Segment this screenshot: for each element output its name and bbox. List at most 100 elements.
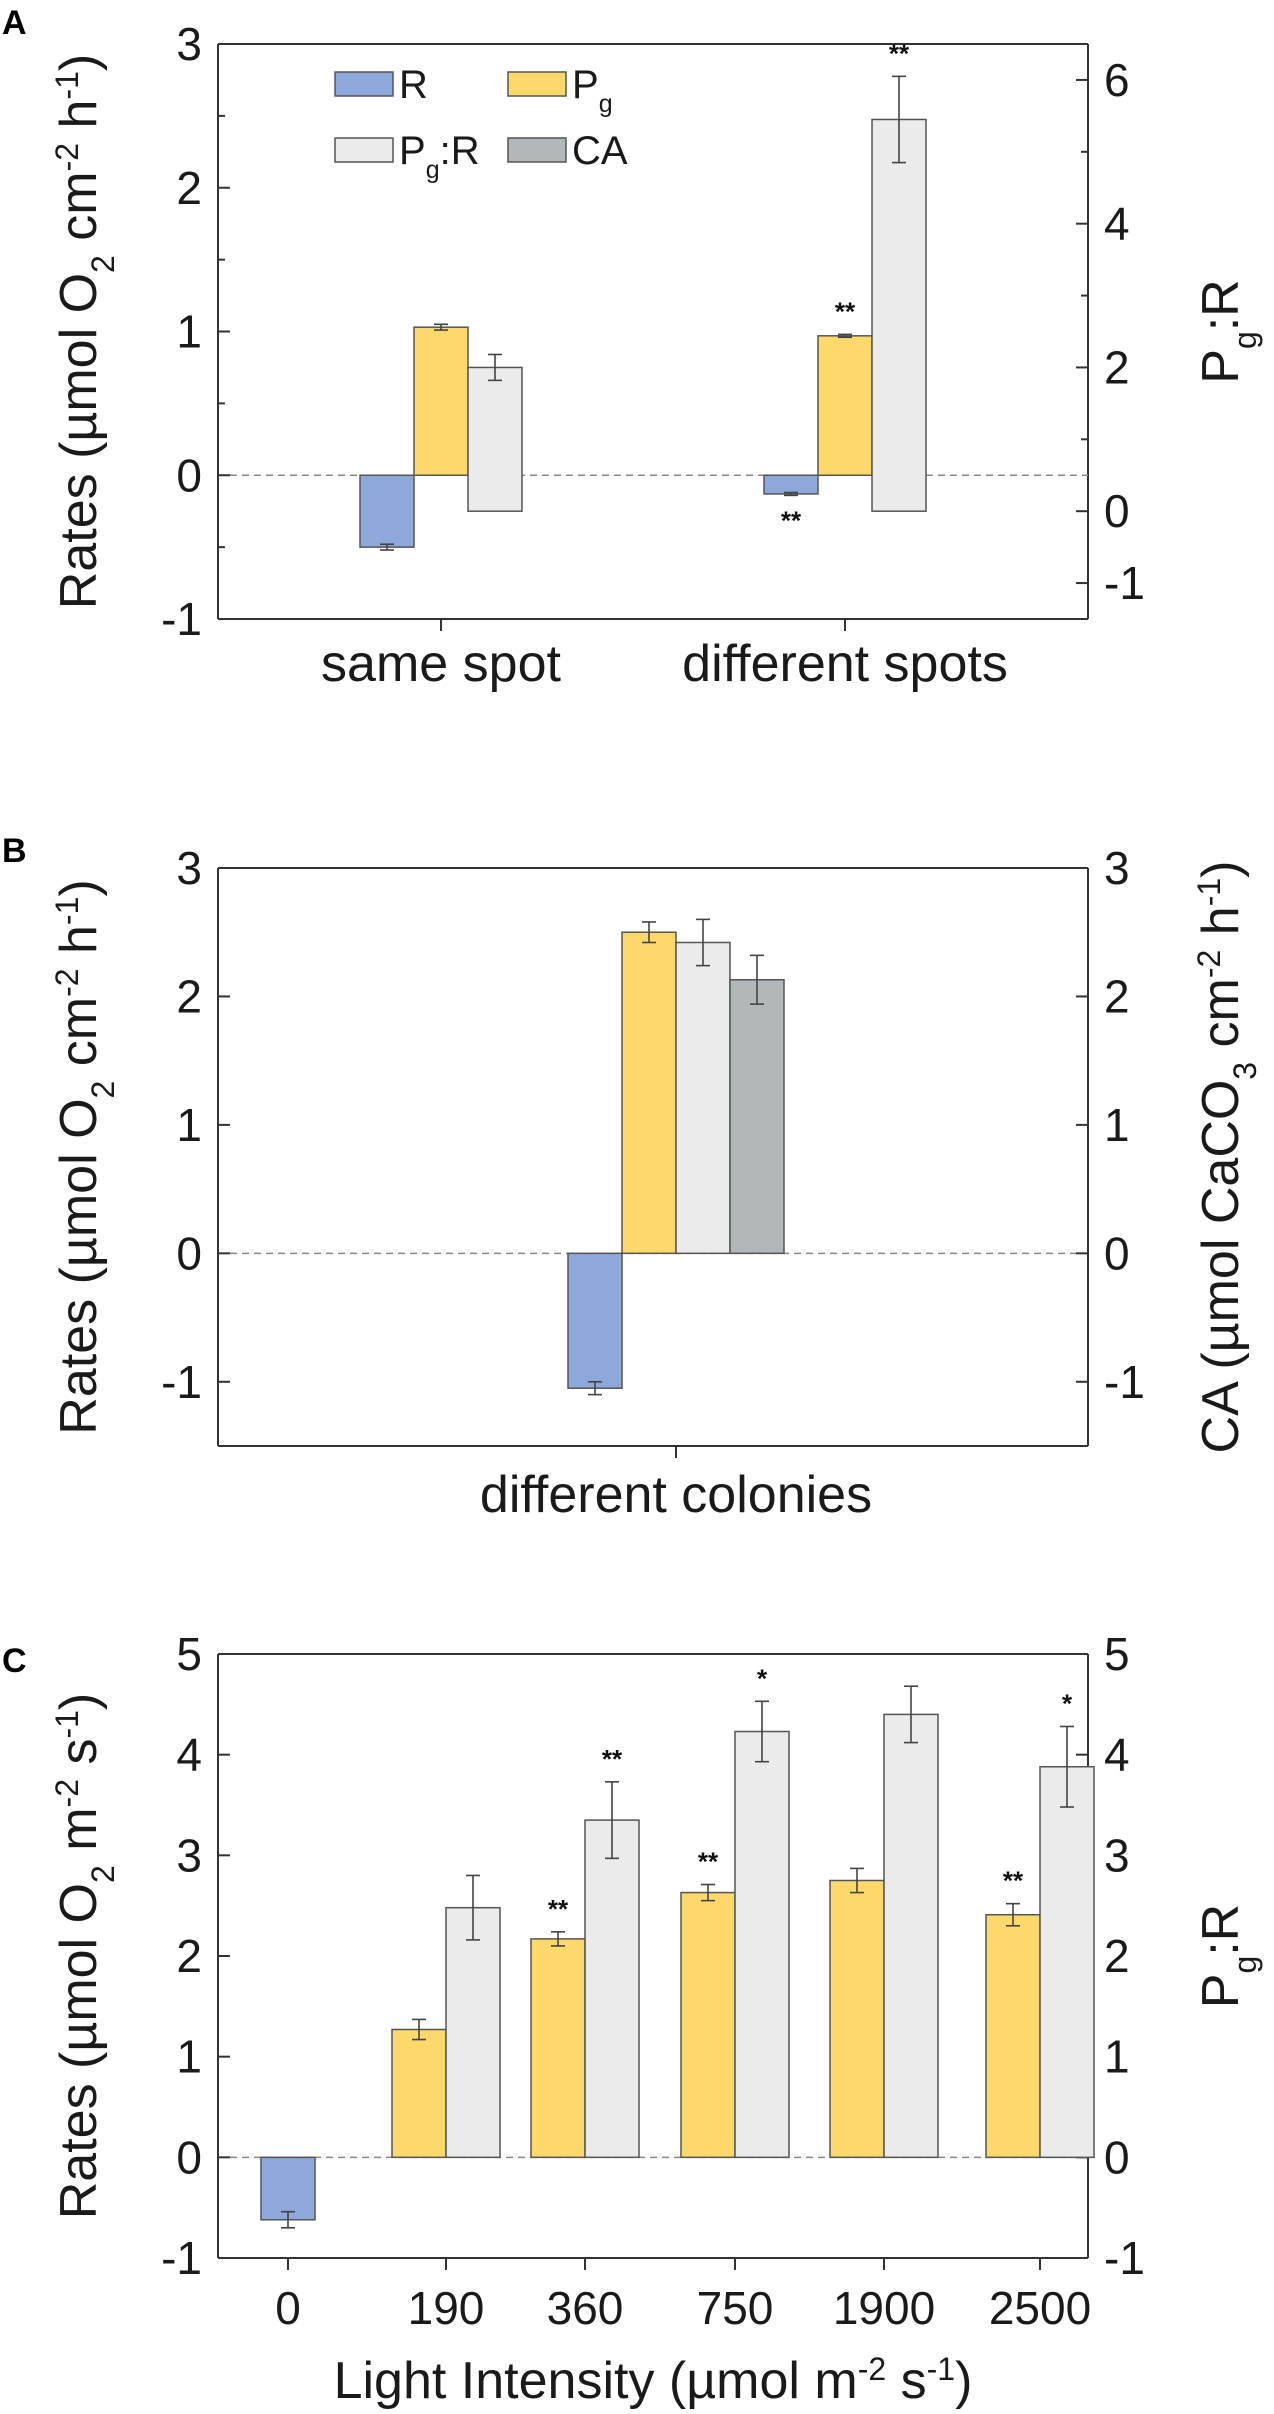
bar-pgr [883,1713,939,2159]
bar-r [763,474,819,495]
significance-label: ** [602,1744,623,1774]
bar-pg [621,931,677,1255]
y2-tick-label: -1 [1104,1356,1145,1408]
legend-label-ca: CA [572,129,628,173]
x-tick-label: different colonies [480,1466,872,1524]
legend-label-pg: Pg [572,63,613,118]
y-tick-label: 1 [176,2031,202,2083]
y-axis-title-part: ) [50,54,108,71]
legend-label-pgr-part: g [426,156,440,184]
panel-letter: C [2,1642,27,1680]
y-axis-title-part: -2 [49,968,85,996]
y2-axis-title: Pg:R [1192,1904,1263,2008]
y2-tick-label: 2 [1104,970,1130,1022]
bar-r [260,2156,316,2221]
y-tick-label: -1 [161,2232,202,2284]
legend-label-ca-part: CA [572,129,628,173]
legend-label-pgr-part: P [399,129,426,173]
y2-tick-label: -1 [1104,2232,1145,2284]
legend-swatch-ca [507,137,567,163]
y-axis-title-part: m [50,1807,108,1865]
y-tick-label: 5 [176,1628,202,1680]
legend-swatch-pg [507,71,567,97]
bar-pgr [584,1819,640,2159]
y-tick-label: 2 [176,162,202,214]
significance-label: * [757,1663,768,1693]
y-axis-title-part: cm [50,171,108,255]
y2-axis-title-part: h [1192,906,1250,949]
bar-pg [817,335,873,476]
y2-axis-title-part: -1 [1191,878,1227,906]
y2-tick-label: 2 [1104,1930,1130,1982]
bar-pg [413,326,469,476]
y-axis-title-part: ) [50,1693,108,1710]
bar-r [359,474,415,548]
y2-tick-label: 5 [1104,1628,1130,1680]
bar-pg [530,1938,586,2159]
y-axis-title-part: Rates (µmol O [50,1098,108,1434]
bar-pg [829,1879,885,2159]
y2-tick-label: -1 [1104,557,1145,609]
y-tick-label: -1 [161,593,202,645]
y-tick-label: 4 [176,1729,202,1781]
legend-swatch-pgr [334,137,394,163]
x-tick-label: 2500 [989,2282,1091,2334]
y-tick-label: 0 [176,1227,202,1279]
y2-tick-label: 3 [1104,842,1130,894]
y-tick-label: 0 [176,2131,202,2183]
legend-label-r-part: R [399,63,428,107]
bar-pgr [734,1730,790,2159]
x-tick-label: 750 [697,2282,774,2334]
bar-pg [680,1891,736,2159]
y2-axis-title-part: :R [1192,1904,1250,1956]
x-tick-label: 0 [275,2282,301,2334]
x-axis-title-part: Light Intensity (µmol m [334,2352,858,2410]
y2-axis-title: Pg:R [1192,279,1263,383]
y-axis-title-part: -2 [49,143,85,171]
bar-pgr [675,941,731,1255]
bar-pgr [445,1906,501,2159]
bar-ca [729,978,785,1255]
legend-label-r: R [399,63,428,107]
y-axis-title: Rates (µmol O2 cm-2 h-1) [49,54,121,609]
legend-swatch-r [334,71,394,97]
y-axis-title-part: cm [50,997,108,1081]
significance-label: ** [548,1894,569,1924]
y-axis-title-part: -1 [49,71,85,99]
y-axis-title-part: Rates (µmol O [50,1883,108,2219]
y2-axis-title-part: cm [1192,978,1250,1062]
y-tick-label: 3 [176,1829,202,1881]
y2-axis-title-part: g [1227,1956,1263,1974]
x-axis-title-part: -1 [927,2351,955,2387]
y2-axis-title-part: P [1192,1974,1250,2009]
x-axis-title-part: -2 [858,2351,886,2387]
y-tick-label: -1 [161,1356,202,1408]
bar-pg [985,1913,1041,2159]
y2-axis-title-part: g [1227,331,1263,349]
y-tick-label: 0 [176,449,202,501]
y2-tick-label: 2 [1104,341,1130,393]
y-axis-title-part: -1 [49,897,85,925]
y-axis-title-part: Rates (µmol O [50,273,108,609]
y2-tick-label: 3 [1104,1829,1130,1881]
y-axis-title-part: -2 [49,1779,85,1807]
legend-label-pgr: Pg:R [399,129,480,184]
x-tick-label: 190 [408,2282,485,2334]
x-tick-label: different spots [682,635,1008,693]
y-axis-title-part: h [50,925,108,968]
y-axis-title-part: s [50,1739,108,1779]
bar-r [567,1252,623,1389]
x-axis-title: Light Intensity (µmol m-2 s-1) [334,2351,973,2410]
y-axis-title-part: ) [50,879,108,896]
y2-tick-label: 0 [1104,1227,1130,1279]
y-tick-label: 2 [176,1930,202,1982]
legend-label-pgr-part: :R [440,129,480,173]
y2-tick-label: 1 [1104,2031,1130,2083]
y-tick-label: 1 [176,1099,202,1151]
y2-tick-label: 1 [1104,1099,1130,1151]
panel-letter: B [2,832,27,870]
y2-axis-title-part: ) [1192,861,1250,878]
